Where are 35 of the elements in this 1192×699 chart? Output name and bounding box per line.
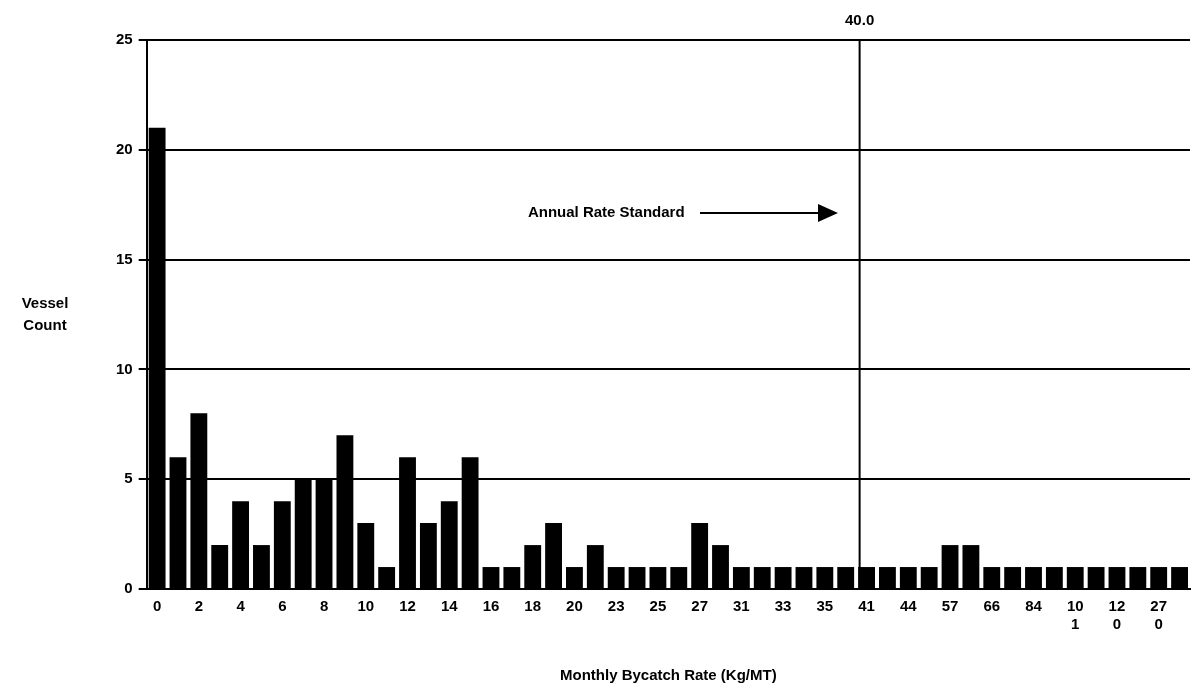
x-tick-label: 10 [357, 597, 375, 615]
x-tick-label: 20 [566, 597, 583, 615]
x-tick-label: 18 [524, 597, 542, 615]
y-tick-label: 25 [116, 30, 133, 48]
x-tick-label: 14 [440, 597, 459, 615]
x-tick-label: 35 [816, 597, 834, 615]
y-tick-label: 5 [124, 469, 133, 487]
x-tick-label: 84 [1025, 597, 1043, 615]
x-tick-label: 41 [858, 597, 875, 615]
x-tick-label: 270 [1150, 597, 1168, 633]
y-axis-title: Vessel Count [21, 293, 69, 333]
x-tick-label: 8 [319, 597, 329, 615]
x-tick-label: 16 [482, 597, 500, 615]
x-tick-label: 23 [607, 597, 625, 615]
x-axis-title: Monthly Bycatch Rate (Kg/MT) [560, 666, 777, 684]
x-tick-label: 6 [278, 597, 287, 615]
x-tick-label: 31 [733, 597, 750, 615]
x-tick-label: 12 [399, 597, 416, 615]
x-tick-label: 2 [194, 597, 204, 615]
x-tick-label: 0 [152, 597, 162, 615]
x-tick-label: 27 [691, 597, 708, 615]
x-tick-label: 44 [899, 597, 918, 615]
y-tick-label: 0 [124, 579, 133, 597]
x-tick-label: 120 [1108, 597, 1126, 633]
x-tick-label: 57 [941, 597, 959, 615]
y-tick-label: 10 [116, 359, 133, 377]
annotation: Annual Rate Standard [527, 203, 685, 221]
y-tick-label: 20 [116, 139, 133, 157]
x-tick-label: 33 [774, 597, 792, 615]
text: 40.0 [845, 10, 875, 28]
x-tick-label: 4 [236, 597, 246, 615]
x-tick-label: 66 [983, 597, 1001, 615]
x-tick-label: 25 [649, 597, 667, 615]
x-tick-label: 101 [1066, 597, 1084, 633]
y-tick-label: 15 [116, 249, 133, 267]
